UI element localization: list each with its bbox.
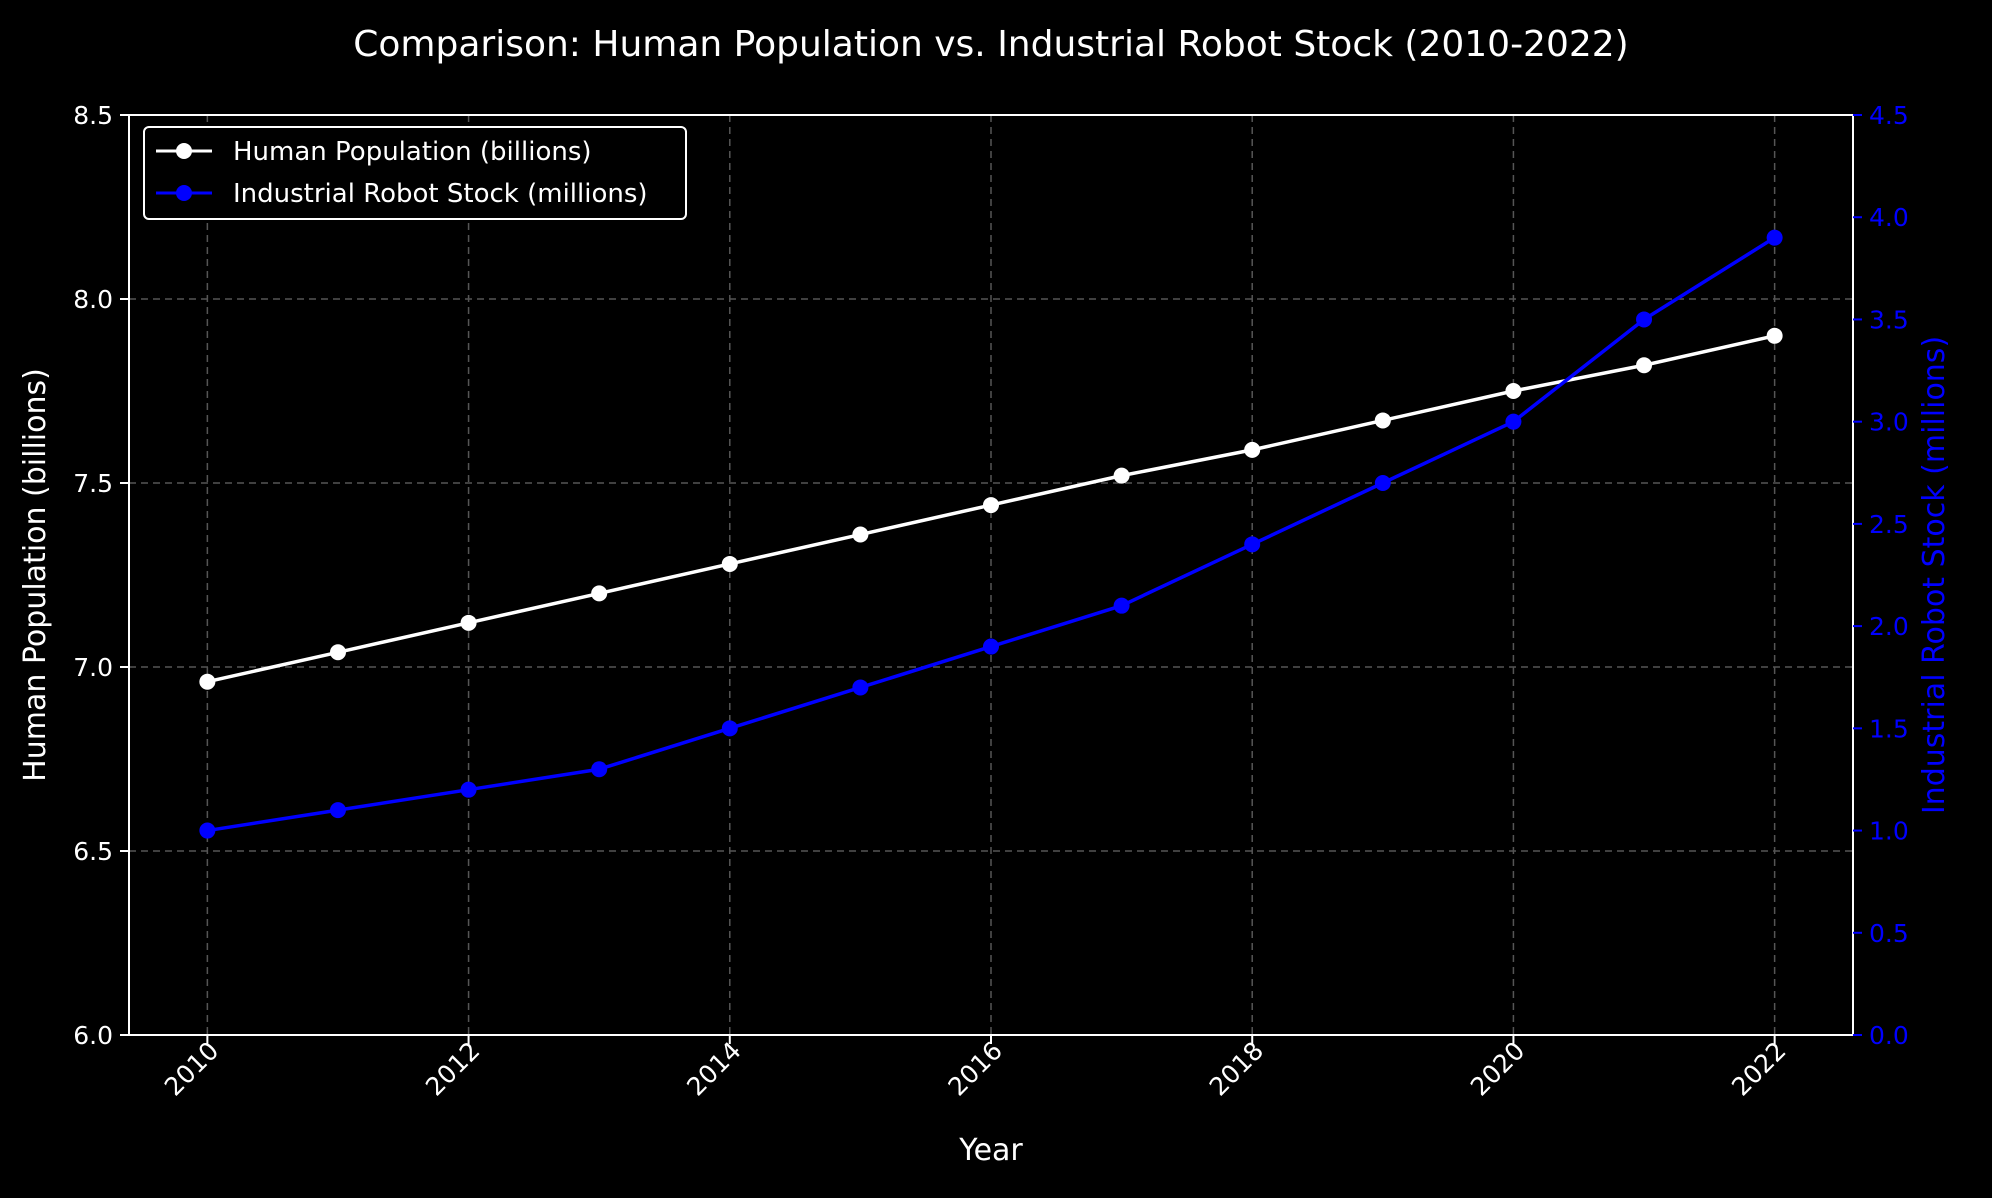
legend-marker-population — [176, 143, 192, 159]
data-point-population — [329, 644, 346, 661]
y-right-tick-label: 2.5 — [1869, 510, 1909, 539]
y-right-tick-label: 3.0 — [1869, 408, 1909, 437]
y-axis-left-label: Human Population (billions) — [18, 368, 53, 782]
y-left-tick-label: 7.5 — [73, 469, 113, 498]
y-axis-right-label: Industrial Robot Stock (millions) — [1917, 336, 1952, 814]
data-point-robots — [1766, 229, 1783, 246]
data-point-population — [1505, 383, 1522, 399]
data-point-population — [1244, 441, 1261, 458]
data-point-population — [460, 614, 477, 631]
data-point-robots — [852, 679, 869, 696]
data-point-robots — [1505, 413, 1522, 430]
data-point-population — [1374, 412, 1391, 429]
y-left-tick-label: 6.0 — [73, 1021, 113, 1050]
data-point-robots — [1374, 475, 1391, 491]
y-right-tick-label: 1.5 — [1869, 714, 1909, 743]
data-point-population — [852, 526, 869, 543]
data-point-robots — [199, 822, 216, 839]
grid — [129, 115, 1853, 1035]
data-point-population — [591, 585, 608, 602]
legend-marker-robots — [176, 185, 192, 201]
data-point-population — [1113, 467, 1130, 484]
y-right-tick-label: 3.5 — [1869, 305, 1909, 334]
axes: 2010 2012 2014 2016 2018 2020 20226.06.57.07.5… — [73, 101, 1909, 1102]
data-point-robots — [983, 638, 999, 655]
data-point-robots — [721, 720, 738, 737]
data-point-robots — [1244, 536, 1261, 553]
data-point-population — [1766, 327, 1783, 344]
y-left-tick-label: 7.0 — [73, 653, 113, 682]
data-point-population — [983, 497, 999, 514]
legend: Human Population (billions) Industrial R… — [143, 126, 687, 220]
y-right-tick-label: 0.5 — [1869, 919, 1909, 948]
y-right-tick-label: 1.0 — [1869, 817, 1909, 846]
data-point-population — [1636, 357, 1653, 374]
y-left-tick-label: 8.5 — [73, 101, 113, 130]
data-point-robots — [1113, 597, 1130, 614]
y-left-tick-label: 6.5 — [73, 837, 113, 866]
data-point-population — [721, 555, 738, 572]
data-point-robots — [460, 781, 477, 798]
y-right-tick-label: 4.5 — [1869, 101, 1909, 130]
chart-title: Comparison: Human Population vs. Industr… — [353, 24, 1628, 65]
data-point-robots — [591, 761, 608, 778]
y-right-tick-label: 0.0 — [1869, 1021, 1909, 1050]
x-axis-label: Year — [958, 1133, 1023, 1168]
data-point-robots — [1636, 311, 1653, 328]
legend-label-population: Human Population (billions) — [233, 137, 592, 167]
series-layer — [199, 229, 1783, 839]
data-point-robots — [329, 802, 346, 819]
y-right-tick-label: 2.0 — [1869, 612, 1909, 641]
legend-box — [143, 126, 687, 220]
y-left-tick-label: 8.0 — [73, 285, 113, 314]
data-point-population — [199, 673, 216, 690]
y-right-tick-label: 4.0 — [1869, 203, 1909, 232]
legend-label-robots: Industrial Robot Stock (millions) — [233, 179, 648, 209]
